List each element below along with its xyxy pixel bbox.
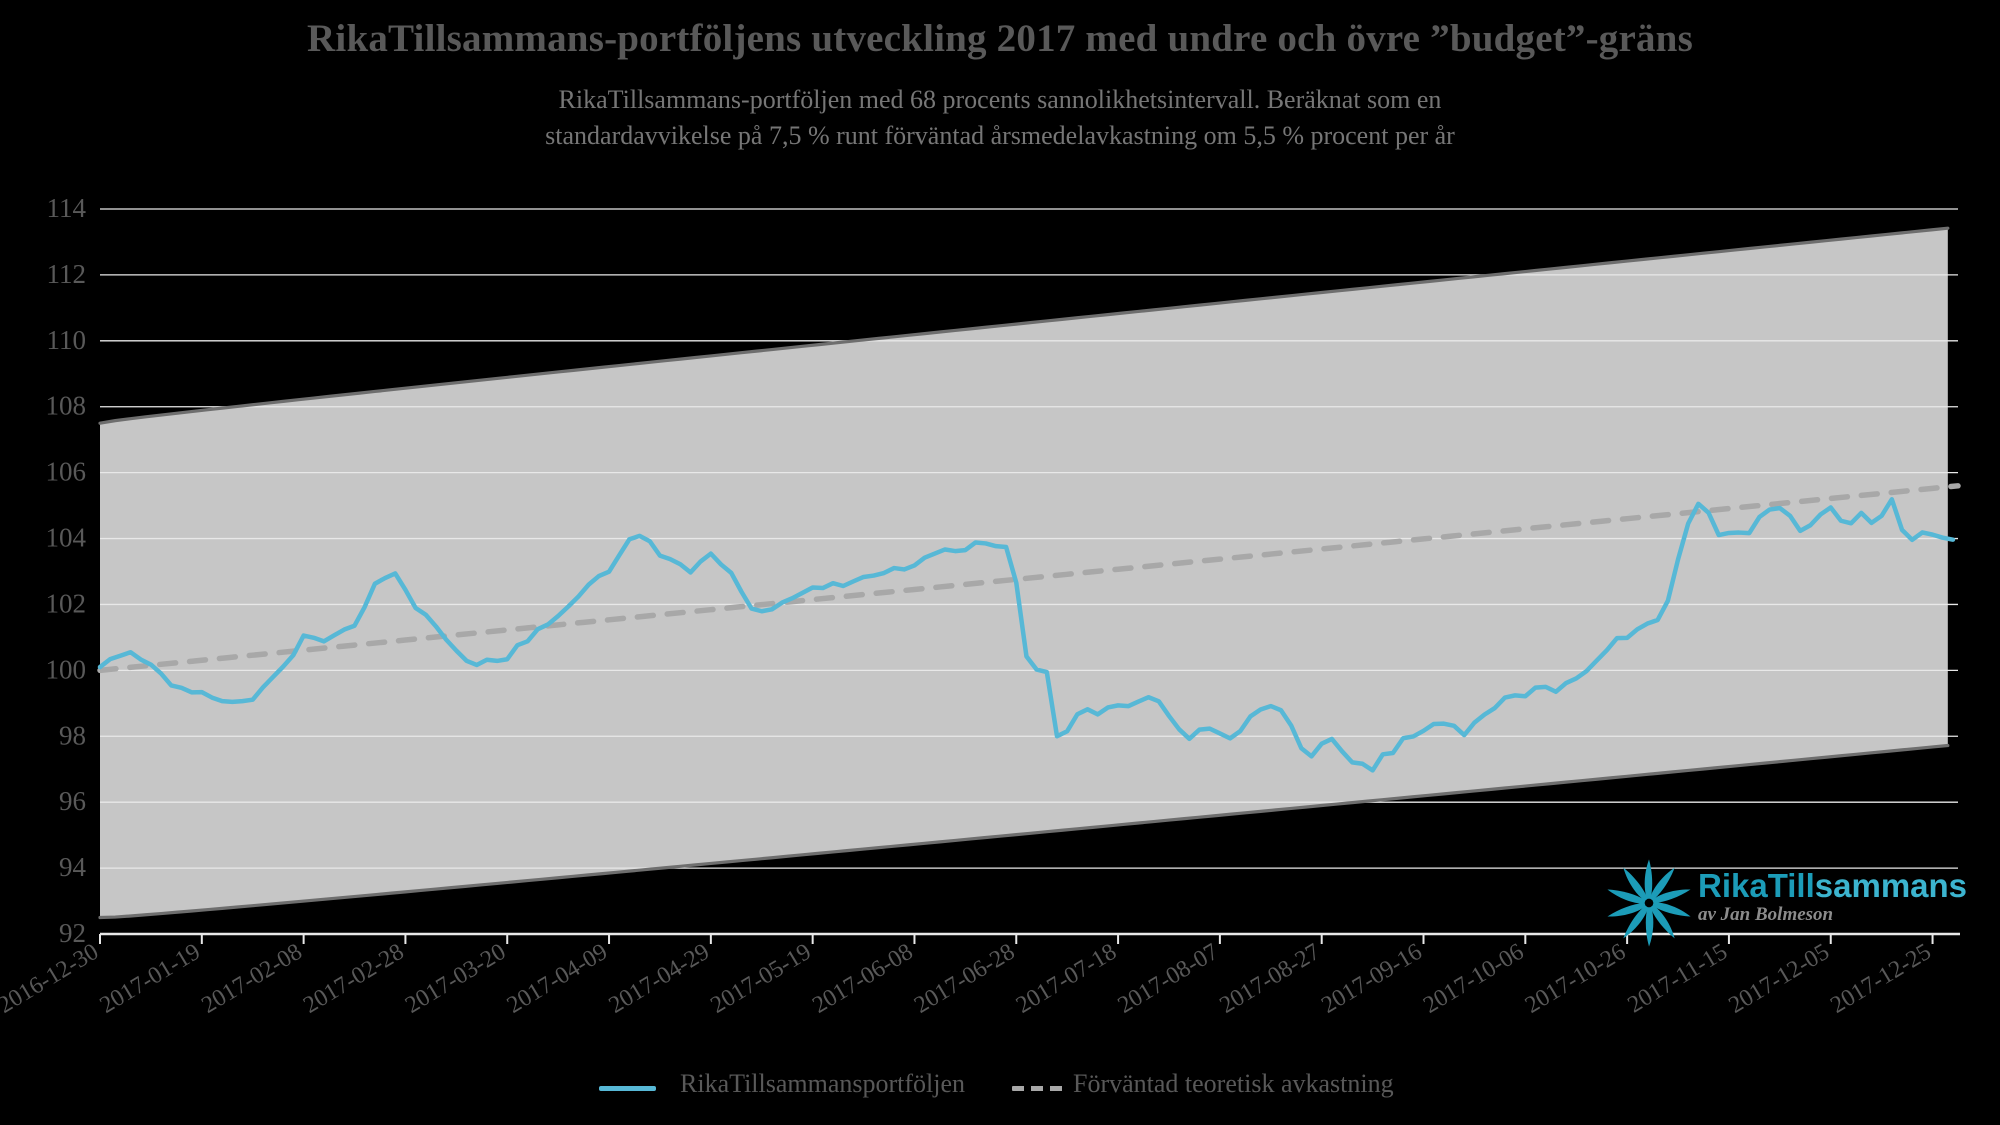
- svg-text:2017-09-16: 2017-09-16: [1317, 939, 1426, 1019]
- svg-text:2017-05-19: 2017-05-19: [706, 939, 815, 1019]
- svg-text:2017-01-19: 2017-01-19: [96, 939, 205, 1019]
- svg-text:2017-10-06: 2017-10-06: [1419, 939, 1528, 1019]
- svg-text:av Jan Bolmeson: av Jan Bolmeson: [1698, 904, 1833, 925]
- svg-text:2016-12-30: 2016-12-30: [0, 939, 103, 1019]
- svg-text:2017-08-27: 2017-08-27: [1215, 939, 1324, 1019]
- svg-text:2017-04-09: 2017-04-09: [503, 939, 612, 1019]
- svg-text:2017-06-08: 2017-06-08: [808, 939, 917, 1019]
- svg-text:104: 104: [46, 523, 87, 553]
- svg-text:114: 114: [47, 193, 87, 223]
- svg-text:102: 102: [46, 588, 87, 618]
- svg-text:110: 110: [47, 325, 87, 355]
- svg-text:106: 106: [46, 457, 87, 487]
- svg-text:2017-02-08: 2017-02-08: [197, 939, 306, 1019]
- svg-text:2017-04-29: 2017-04-29: [605, 939, 714, 1019]
- svg-text:112: 112: [47, 259, 87, 289]
- svg-text:100: 100: [46, 654, 87, 684]
- svg-text:94: 94: [59, 852, 87, 882]
- svg-text:RikaTillsammans: RikaTillsammans: [1698, 867, 1967, 904]
- svg-text:2017-08-07: 2017-08-07: [1114, 939, 1223, 1019]
- svg-text:2017-07-18: 2017-07-18: [1012, 939, 1121, 1019]
- svg-text:2017-06-28: 2017-06-28: [910, 939, 1019, 1019]
- svg-text:108: 108: [46, 391, 87, 421]
- svg-text:98: 98: [59, 720, 86, 750]
- svg-text:2017-02-28: 2017-02-28: [299, 939, 408, 1019]
- svg-text:96: 96: [59, 786, 86, 816]
- svg-text:2017-03-20: 2017-03-20: [401, 939, 510, 1019]
